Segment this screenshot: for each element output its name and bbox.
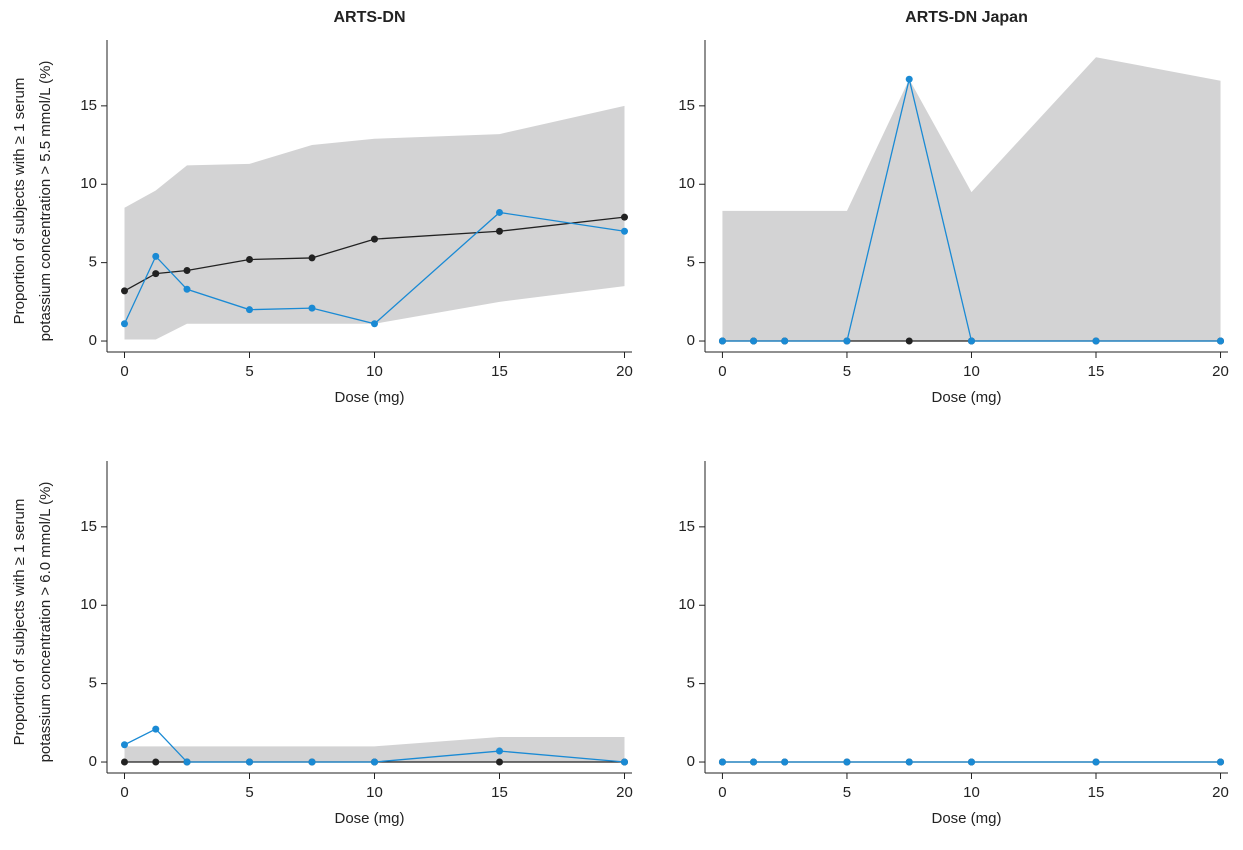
data-point bbox=[246, 255, 253, 263]
data-point bbox=[152, 758, 160, 766]
data-point bbox=[371, 320, 378, 328]
y-tick-label: 10 bbox=[678, 175, 695, 192]
x-tick-label: 10 bbox=[366, 784, 383, 801]
data-point bbox=[1217, 337, 1225, 345]
x-tick-label: 15 bbox=[1088, 784, 1105, 801]
x-tick-label: 20 bbox=[1212, 363, 1229, 380]
chart-title: ARTS-DN bbox=[334, 9, 406, 26]
prediction-band bbox=[124, 736, 625, 763]
data-point bbox=[750, 758, 758, 766]
x-tick-label: 20 bbox=[616, 363, 633, 380]
data-point bbox=[621, 213, 628, 221]
data-point bbox=[371, 758, 378, 766]
x-tick-label: 0 bbox=[718, 784, 726, 801]
x-tick-label: 5 bbox=[245, 363, 253, 380]
data-point bbox=[121, 741, 128, 749]
y-axis-label: potassium concentration > 6.0 mmol/L (%) bbox=[37, 482, 54, 763]
x-axis-label: Dose (mg) bbox=[334, 810, 404, 827]
data-point bbox=[246, 306, 253, 314]
data-point bbox=[308, 254, 316, 262]
data-point bbox=[843, 337, 851, 345]
data-point bbox=[905, 337, 913, 345]
data-point bbox=[843, 758, 851, 766]
x-tick-label: 5 bbox=[843, 784, 851, 801]
series-line bbox=[124, 216, 625, 292]
x-tick-label: 20 bbox=[1212, 784, 1229, 801]
x-tick-label: 0 bbox=[120, 784, 128, 801]
data-point bbox=[152, 252, 160, 260]
y-tick-label: 15 bbox=[80, 518, 97, 535]
x-tick-label: 10 bbox=[366, 363, 383, 380]
x-tick-label: 0 bbox=[718, 363, 726, 380]
data-point bbox=[308, 304, 316, 312]
y-axis-label: Proportion of subjects with ≥ 1 serum bbox=[11, 78, 28, 325]
data-point bbox=[781, 758, 789, 766]
data-point bbox=[905, 75, 913, 83]
y-tick-label: 5 bbox=[687, 254, 695, 271]
chart-title: ARTS-DN Japan bbox=[905, 9, 1028, 26]
x-tick-label: 5 bbox=[245, 784, 253, 801]
y-tick-label: 10 bbox=[80, 596, 97, 613]
data-point bbox=[246, 758, 253, 766]
data-point bbox=[308, 758, 316, 766]
x-axis-label: Dose (mg) bbox=[931, 389, 1001, 406]
data-point bbox=[750, 337, 758, 345]
x-axis-label: Dose (mg) bbox=[334, 389, 404, 406]
data-point bbox=[781, 337, 789, 345]
prediction-band bbox=[722, 57, 1221, 342]
series-line bbox=[123, 211, 625, 325]
y-tick-label: 15 bbox=[678, 518, 695, 535]
data-point bbox=[718, 758, 726, 766]
x-tick-label: 0 bbox=[120, 363, 128, 380]
y-tick-label: 0 bbox=[687, 332, 695, 349]
y-tick-label: 5 bbox=[89, 254, 97, 271]
data-point bbox=[905, 758, 913, 766]
y-tick-label: 5 bbox=[687, 675, 695, 692]
data-point bbox=[496, 208, 503, 216]
data-point bbox=[121, 287, 128, 295]
data-point bbox=[718, 337, 726, 345]
data-point bbox=[183, 285, 191, 293]
data-point bbox=[121, 758, 128, 766]
x-tick-label: 15 bbox=[491, 363, 508, 380]
y-axis-label: Proportion of subjects with ≥ 1 serum bbox=[11, 499, 28, 746]
x-tick-label: 10 bbox=[963, 363, 980, 380]
x-tick-label: 10 bbox=[963, 784, 980, 801]
y-tick-label: 0 bbox=[687, 753, 695, 770]
series-line bbox=[722, 79, 1221, 342]
series-line bbox=[124, 728, 625, 763]
x-tick-label: 15 bbox=[1088, 363, 1105, 380]
data-point bbox=[496, 758, 503, 766]
data-point bbox=[183, 266, 191, 274]
y-tick-label: 5 bbox=[89, 675, 97, 692]
y-tick-label: 10 bbox=[80, 175, 97, 192]
data-point bbox=[967, 337, 975, 345]
data-point bbox=[152, 725, 160, 733]
data-point bbox=[1092, 758, 1100, 766]
data-point bbox=[496, 227, 503, 235]
data-point bbox=[1092, 337, 1100, 345]
x-tick-label: 20 bbox=[616, 784, 633, 801]
x-axis-label: Dose (mg) bbox=[931, 810, 1001, 827]
data-point bbox=[121, 320, 128, 328]
data-point bbox=[621, 758, 628, 766]
prediction-band bbox=[124, 105, 625, 340]
data-point bbox=[152, 270, 160, 278]
data-point bbox=[621, 227, 628, 235]
data-point bbox=[183, 758, 191, 766]
data-point bbox=[1217, 758, 1225, 766]
data-point bbox=[496, 747, 503, 755]
y-axis-label: potassium concentration > 5.5 mmol/L (%) bbox=[37, 61, 54, 342]
x-tick-label: 5 bbox=[843, 363, 851, 380]
data-point bbox=[371, 235, 378, 243]
y-tick-label: 0 bbox=[89, 753, 97, 770]
y-tick-label: 15 bbox=[678, 97, 695, 114]
y-tick-label: 15 bbox=[80, 97, 97, 114]
x-tick-label: 15 bbox=[491, 784, 508, 801]
y-tick-label: 0 bbox=[89, 332, 97, 349]
data-point bbox=[967, 758, 975, 766]
y-tick-label: 10 bbox=[678, 596, 695, 613]
